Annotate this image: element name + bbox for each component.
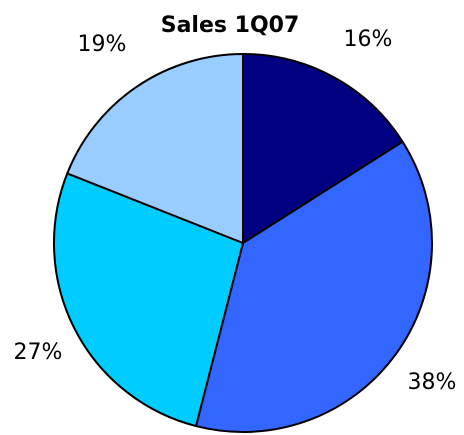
pie-slice-27-percent xyxy=(53,172,244,428)
pie-slice-16-percent xyxy=(242,53,404,244)
slice-label-16-percent: 16% xyxy=(344,27,393,52)
slice-label-27-percent: 27% xyxy=(14,340,63,365)
pie-slice-38-percent xyxy=(195,140,433,433)
slice-label-19-percent: 19% xyxy=(78,32,127,57)
chart-title: Sales 1Q07 xyxy=(161,13,300,38)
pie-slice-19-percent xyxy=(66,53,244,244)
pie-slices xyxy=(53,53,433,433)
slice-label-38-percent: 38% xyxy=(408,370,457,395)
pie-labels: 16% 38% 27% 19% xyxy=(14,27,457,395)
